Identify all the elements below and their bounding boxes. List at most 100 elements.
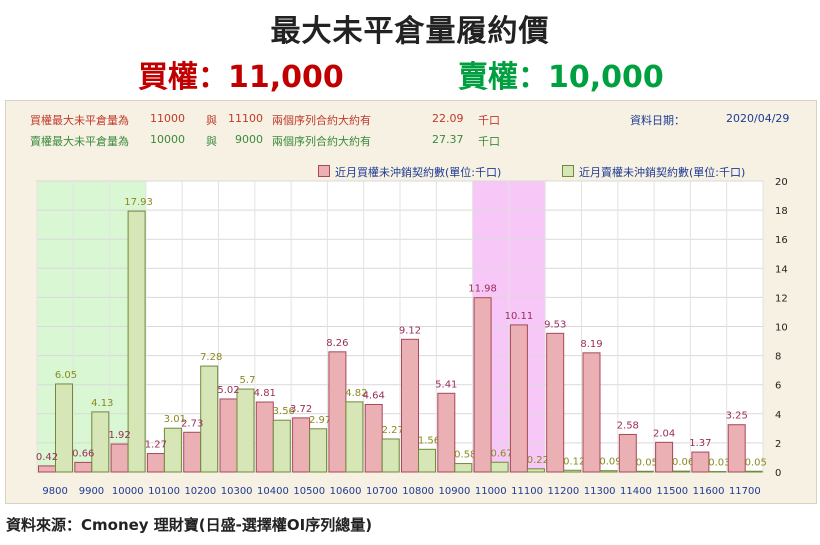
x-tick-label: 10700 bbox=[366, 486, 398, 497]
call-data-label: 2.73 bbox=[181, 418, 203, 429]
call-data-label: 4.64 bbox=[363, 390, 385, 401]
put-data-label: 0.03 bbox=[708, 458, 730, 469]
x-tick-label: 11400 bbox=[620, 486, 652, 497]
put-bar bbox=[635, 470, 654, 473]
call-data-label: 5.02 bbox=[217, 385, 239, 396]
call-data-label: 0.42 bbox=[36, 452, 58, 463]
put-data-label: 0.22 bbox=[527, 455, 549, 466]
data-source: 資料來源：Cmoney 理財寶(日盛-選擇權OI序列總量) bbox=[6, 516, 373, 534]
x-tick-label: 11500 bbox=[656, 486, 688, 497]
legend-put-swatch bbox=[562, 165, 574, 177]
put-bar bbox=[163, 427, 182, 473]
call-bar bbox=[401, 338, 419, 473]
legend-call-label: 近月買權未沖銷契約數(單位:千口) bbox=[335, 166, 502, 179]
put-bar bbox=[127, 210, 146, 473]
put-data-label: 0.06 bbox=[672, 457, 694, 468]
put-data-label: 4.82 bbox=[345, 388, 367, 399]
call-bar bbox=[364, 403, 383, 473]
put-bar bbox=[563, 469, 582, 473]
put-bar bbox=[200, 365, 219, 473]
x-tick-label: 10300 bbox=[221, 486, 253, 497]
put-bar bbox=[236, 388, 255, 473]
put-bar bbox=[345, 401, 364, 473]
x-tick-label: 11600 bbox=[693, 486, 725, 497]
call-info-unit: 千口 bbox=[478, 114, 500, 127]
put-data-label: 3.01 bbox=[164, 414, 186, 425]
put-info-strike1: 10000 bbox=[150, 133, 185, 146]
put-data-label: 7.28 bbox=[200, 352, 222, 363]
y-tick-label: 8 bbox=[775, 352, 781, 363]
call-bar bbox=[292, 417, 311, 473]
call-bar bbox=[110, 443, 129, 473]
put-bar bbox=[381, 438, 400, 473]
call-data-label: 1.37 bbox=[689, 438, 711, 449]
call-info-strike2: 11100 bbox=[228, 112, 263, 125]
put-data-label: 2.97 bbox=[309, 415, 331, 426]
put-data-label: 4.13 bbox=[91, 398, 113, 409]
put-data-label: 0.67 bbox=[490, 448, 512, 459]
put-bar bbox=[55, 383, 73, 473]
call-bar bbox=[582, 352, 601, 473]
x-tick-label: 10100 bbox=[148, 486, 180, 497]
legend-call-swatch bbox=[318, 165, 330, 177]
page-title: 最大未平倉量履約價 bbox=[270, 14, 550, 49]
call-bar bbox=[618, 433, 637, 473]
call-data-label: 5.41 bbox=[435, 379, 457, 390]
put-bar bbox=[599, 470, 618, 473]
call-info-label: 買權最大未平倉量為 bbox=[30, 114, 129, 127]
x-tick-label: 9900 bbox=[79, 486, 104, 497]
call-data-label: 1.27 bbox=[145, 440, 167, 451]
put-data-label: 6.05 bbox=[55, 370, 77, 381]
call-info-value: 22.09 bbox=[432, 112, 464, 125]
put-bar bbox=[672, 470, 691, 473]
y-tick-label: 16 bbox=[775, 235, 788, 246]
put-info-strike2: 9000 bbox=[235, 133, 263, 146]
put-data-label: 17.93 bbox=[124, 197, 153, 208]
x-tick-label: 11200 bbox=[547, 486, 579, 497]
x-tick-label: 10900 bbox=[439, 486, 471, 497]
call-bar bbox=[655, 441, 674, 473]
y-tick-label: 10 bbox=[775, 323, 788, 334]
call-data-label: 3.72 bbox=[290, 404, 312, 415]
put-data-label: 0.05 bbox=[745, 457, 767, 468]
put-info-value: 27.37 bbox=[432, 133, 464, 146]
put-info-label: 賣權最大未平倉量為 bbox=[30, 135, 129, 148]
put-bar bbox=[490, 461, 509, 473]
y-tick-label: 14 bbox=[775, 264, 788, 275]
put-bar bbox=[309, 428, 328, 473]
put-data-label: 0.58 bbox=[454, 450, 476, 461]
x-tick-label: 10800 bbox=[402, 486, 434, 497]
x-tick-label: 11300 bbox=[584, 486, 616, 497]
x-tick-label: 9800 bbox=[42, 486, 67, 497]
call-bar bbox=[255, 401, 274, 473]
call-data-label: 10.11 bbox=[505, 311, 534, 322]
y-tick-label: 6 bbox=[775, 381, 781, 392]
put-data-label: 0.05 bbox=[636, 457, 658, 468]
put-data-label: 5.7 bbox=[240, 375, 256, 386]
call-data-label: 0.66 bbox=[72, 448, 94, 459]
put-bar bbox=[418, 448, 436, 473]
put-data-label: 1.56 bbox=[418, 435, 440, 446]
x-tick-label: 11700 bbox=[729, 486, 761, 497]
y-tick-label: 12 bbox=[775, 293, 788, 304]
call-bar bbox=[219, 398, 238, 473]
call-bar bbox=[74, 461, 93, 473]
x-tick-label: 10600 bbox=[330, 486, 362, 497]
put-info-unit: 千口 bbox=[478, 135, 500, 148]
call-bar bbox=[146, 453, 165, 473]
call-max-strike: 買權：11,000 bbox=[138, 60, 344, 95]
call-data-label: 9.53 bbox=[544, 319, 566, 330]
put-info-conj: 與 bbox=[206, 135, 217, 148]
legend-call: 近月買權未沖銷契約數(單位:千口) bbox=[318, 164, 501, 180]
call-info-conj: 與 bbox=[206, 114, 217, 127]
put-data-label: 0.12 bbox=[563, 456, 585, 467]
put-data-label: 3.56 bbox=[273, 406, 295, 417]
x-tick-label: 10200 bbox=[184, 486, 216, 497]
put-bar bbox=[744, 470, 763, 473]
date-value: 2020/04/29 bbox=[726, 112, 790, 125]
call-data-label: 8.26 bbox=[326, 338, 348, 349]
call-data-label: 11.98 bbox=[468, 284, 497, 295]
put-bar bbox=[91, 411, 110, 473]
x-tick-label: 10500 bbox=[293, 486, 325, 497]
